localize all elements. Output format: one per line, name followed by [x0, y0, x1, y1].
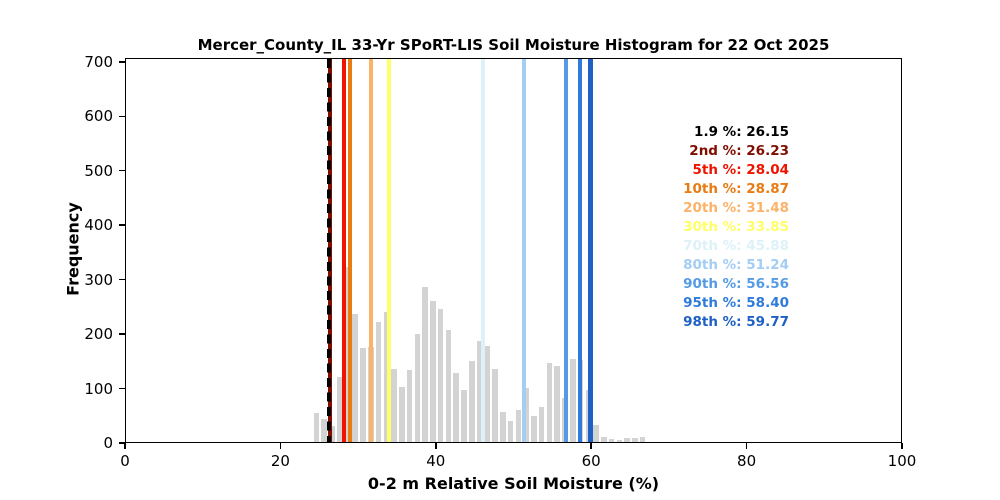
histogram-bar — [329, 425, 335, 442]
histogram-bar — [469, 361, 475, 442]
legend-item: 90th %: 56.56 — [683, 276, 789, 292]
histogram-bar — [616, 440, 623, 442]
histogram-bar — [492, 368, 498, 442]
x-tick-label: 20 — [270, 452, 290, 470]
x-tick-label: 80 — [737, 452, 757, 470]
legend-item: 20th %: 31.48 — [683, 200, 789, 216]
histogram-bar — [360, 348, 366, 442]
percentile-line — [577, 59, 582, 442]
histogram-bar — [352, 314, 358, 442]
legend-item: 5th %: 28.04 — [692, 162, 789, 178]
legend-item: 70th %: 45.88 — [683, 238, 789, 254]
y-tick-mark — [119, 224, 125, 226]
histogram-bar — [515, 410, 522, 442]
histogram-bar — [437, 308, 444, 442]
histogram-bar — [399, 387, 405, 442]
histogram-bar — [554, 365, 560, 442]
histogram-bar — [453, 373, 459, 442]
y-tick-label: 100 — [84, 379, 113, 398]
legend-item: 10th %: 28.87 — [683, 181, 789, 197]
histogram-bar — [391, 368, 397, 442]
histogram-bar — [624, 438, 630, 442]
legend-item: 30th %: 33.85 — [683, 219, 789, 235]
legend-item: 80th %: 51.24 — [683, 257, 789, 273]
y-tick-mark — [119, 387, 125, 390]
percentile-line — [387, 59, 391, 442]
histogram-bar — [593, 425, 599, 442]
histogram-bar — [430, 301, 436, 442]
histogram-bar — [531, 416, 537, 442]
percentile-line — [480, 59, 485, 442]
y-tick-label: 300 — [84, 270, 113, 289]
x-tick-mark — [590, 443, 592, 449]
histogram-bar — [313, 413, 320, 442]
histogram-bar — [632, 438, 638, 442]
plot-area: 1.9 %: 26.15 2nd %: 26.23 5th %: 28.04 10th… — [125, 58, 902, 443]
x-tick-label: 100 — [887, 452, 917, 470]
y-tick-mark — [119, 442, 125, 444]
legend-item: 1.9 %: 26.15 — [694, 124, 789, 140]
x-axis-label: 0-2 m Relative Soil Moisture (%) — [367, 474, 660, 493]
y-tick-mark — [119, 333, 125, 335]
histogram-bar — [608, 439, 615, 442]
histogram-bar — [383, 311, 390, 442]
y-tick-mark — [119, 278, 125, 281]
x-tick-mark — [901, 443, 903, 449]
histogram-bar — [500, 411, 506, 442]
histogram-bar — [422, 287, 428, 442]
x-tick-mark — [745, 443, 748, 449]
x-tick-mark — [435, 443, 437, 449]
histogram-bar — [414, 334, 421, 442]
x-tick-label: 0 — [120, 452, 130, 470]
percentile-legend: 1.9 %: 26.15 2nd %: 26.23 5th %: 28.04 10th… — [683, 123, 789, 332]
y-tick-label: 500 — [84, 161, 113, 180]
histogram-bar — [344, 266, 351, 442]
percentile-line — [342, 59, 346, 442]
histogram-bar — [523, 387, 529, 442]
y-tick-label: 0 — [103, 434, 113, 452]
histogram-bar — [375, 322, 382, 442]
y-tick-label: 700 — [84, 52, 113, 71]
x-tick-label: 60 — [581, 452, 601, 470]
histogram-bar — [570, 358, 576, 442]
histogram-bar — [445, 330, 452, 442]
histogram-bar — [321, 419, 327, 442]
percentile-line — [563, 59, 568, 442]
y-tick-mark — [119, 169, 125, 172]
histogram-bar — [476, 341, 483, 442]
histogram-bar — [639, 436, 646, 442]
histogram-bar — [461, 390, 467, 442]
chart-title: Mercer_County_IL 33-Yr SPoRT-LIS Soil Mo… — [197, 36, 830, 54]
y-tick-mark — [119, 115, 125, 118]
percentile-line — [368, 59, 373, 442]
x-tick-mark — [279, 443, 282, 449]
percentile-line — [588, 59, 593, 442]
histogram-bar — [538, 407, 545, 442]
y-tick-label: 600 — [84, 107, 113, 126]
x-tick-label: 40 — [426, 452, 446, 470]
y-tick-mark — [119, 61, 125, 63]
y-tick-label: 200 — [84, 325, 113, 344]
x-tick-mark — [124, 443, 126, 449]
percentile-line — [327, 59, 331, 442]
histogram-bar — [546, 363, 553, 442]
histogram-bar — [507, 421, 514, 442]
histogram-bar — [601, 436, 607, 442]
histogram-bar — [484, 346, 491, 442]
percentile-line — [348, 59, 353, 442]
legend-item: 2nd %: 26.23 — [689, 143, 789, 159]
legend-item: 98th %: 59.77 — [683, 314, 789, 330]
y-tick-label: 400 — [84, 216, 113, 235]
percentile-line — [522, 59, 527, 442]
legend-item: 95th %: 58.40 — [683, 295, 789, 311]
histogram-bar — [336, 376, 343, 442]
histogram-bar — [406, 369, 413, 442]
